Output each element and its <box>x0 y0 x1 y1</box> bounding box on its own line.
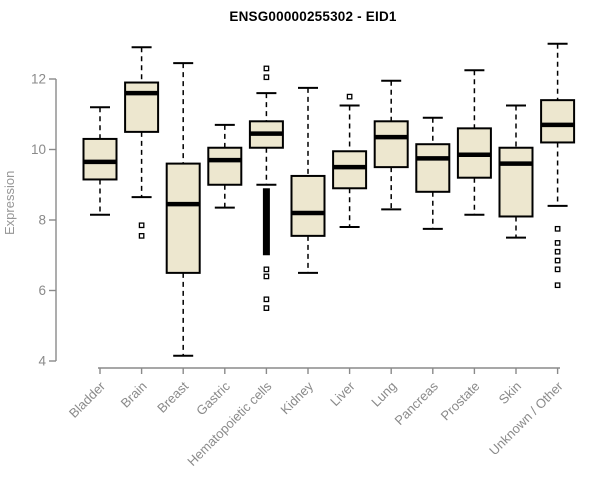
outlier-point <box>554 240 561 246</box>
box-brain <box>124 46 160 239</box>
outlier-point <box>554 248 561 255</box>
outlier-point <box>554 225 561 232</box>
box-rect <box>373 120 409 169</box>
x-tick-label: Pancreas <box>391 378 441 428</box>
outlier-point <box>263 74 270 81</box>
box-prostate <box>456 69 492 216</box>
box-liver <box>332 93 368 229</box>
box-rect <box>415 143 451 193</box>
x-tick-label: Skin <box>496 379 524 407</box>
x-tick-label: Kidney <box>277 378 316 417</box>
x-tick-label: Gastric <box>193 378 233 418</box>
outlier-point <box>263 266 270 273</box>
box-bladder <box>82 106 118 216</box>
x-tick-label: Bladder <box>66 378 109 421</box>
outlier-point <box>263 305 270 311</box>
box-rect <box>165 162 201 274</box>
y-tick-label: 12 <box>31 72 46 87</box>
box-hematopoietic-cells <box>248 65 284 311</box>
box-unknown-other <box>540 42 576 289</box>
outlier-point <box>263 65 270 72</box>
x-tick-label: Breast <box>154 378 191 415</box>
outlier-dense-band <box>262 188 270 256</box>
outlier-point <box>263 296 270 303</box>
x-tick-label: Prostate <box>438 379 483 424</box>
box-rect <box>124 81 160 133</box>
box-pancreas <box>415 116 451 230</box>
y-axis: 4 6 8 10 12 <box>31 72 57 369</box>
outlier-point <box>138 222 145 229</box>
box-kidney <box>290 86 326 274</box>
box-rect <box>332 150 368 190</box>
box-skin <box>498 104 534 239</box>
box-gastric <box>207 123 243 209</box>
box-rect <box>498 146 534 218</box>
y-tick-label: 10 <box>31 142 46 157</box>
box-breast <box>165 62 201 357</box>
x-tick-label: Liver <box>327 378 358 409</box>
y-tick-label: 6 <box>38 283 46 298</box>
x-tick-label: Unknown / Other <box>486 378 566 458</box>
y-tick-label: 8 <box>38 213 46 228</box>
chart-title: ENSG00000255302 - EID1 <box>229 9 397 24</box>
outlier-point <box>554 282 561 289</box>
box-rect <box>290 174 326 237</box>
outlier-point <box>263 273 270 280</box>
x-tick-label: Lung <box>368 379 399 410</box>
box-rect <box>82 137 118 181</box>
outlier-point <box>346 93 353 100</box>
x-tick-label: Brain <box>118 379 150 411</box>
box-rect <box>207 146 243 186</box>
outlier-point <box>138 233 145 239</box>
outlier-point <box>554 257 561 264</box>
box-rect <box>540 99 576 144</box>
box-lung <box>373 79 409 211</box>
y-tick-label: 4 <box>38 354 46 369</box>
outlier-point <box>554 266 561 273</box>
